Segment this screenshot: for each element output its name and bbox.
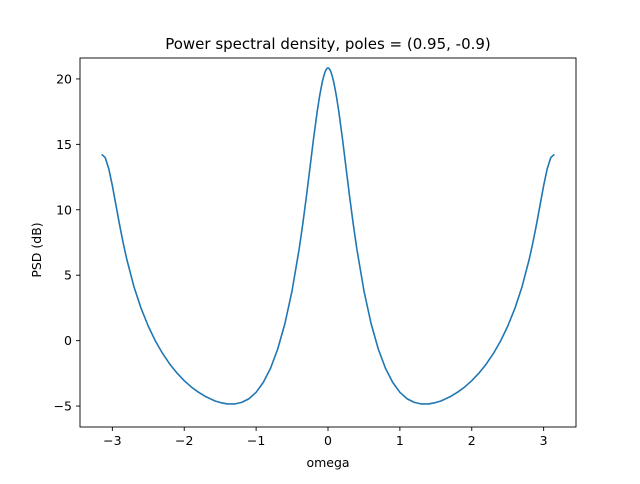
y-tick-label: 15 bbox=[56, 137, 72, 152]
y-tick-label: 5 bbox=[64, 268, 72, 283]
x-tick-label: −2 bbox=[175, 433, 193, 448]
x-tick-label: 1 bbox=[396, 433, 404, 448]
x-axis-label: omega bbox=[306, 455, 349, 470]
y-tick-label: 0 bbox=[64, 333, 72, 348]
x-tick-label: 2 bbox=[468, 433, 476, 448]
plot-area: −3 −2 −1 0 1 2 3 −5 0 5 10 15 20 bbox=[54, 57, 577, 448]
x-tick-label: 0 bbox=[324, 433, 332, 448]
x-tick-label: 3 bbox=[540, 433, 548, 448]
y-tick-label: 10 bbox=[56, 202, 72, 217]
y-tick-label: 20 bbox=[56, 71, 72, 86]
x-tick-label: −3 bbox=[103, 433, 121, 448]
x-tick-label: −1 bbox=[247, 433, 265, 448]
chart-title: Power spectral density, poles = (0.95, -… bbox=[165, 35, 491, 53]
series-line-0 bbox=[101, 67, 555, 405]
y-axis-label: PSD (dB) bbox=[29, 222, 44, 277]
y-tick-label: −5 bbox=[54, 399, 72, 414]
